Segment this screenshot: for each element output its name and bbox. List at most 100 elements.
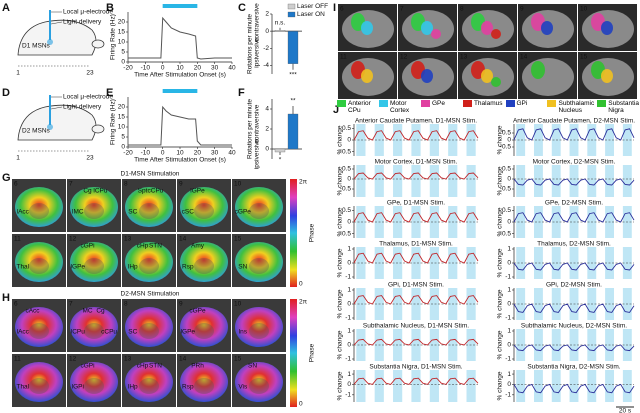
panel-label: H [2,292,10,304]
stim-band [534,329,543,361]
label: D1 MSNs [22,43,51,50]
y-label: % change [497,289,504,318]
y-tick-label: 0.5 [342,125,351,132]
region-label: SC [128,329,137,336]
region-label: cGPe [189,307,206,314]
panel-title: GPe, D2-MSN Stim. [545,200,603,207]
y-tick-label: 0 [507,381,511,388]
wire [50,21,63,25]
slice-number: 13 [124,356,132,363]
y-label: % change [337,289,344,318]
slice-core [194,323,214,339]
region-label: lGPe [181,329,196,336]
slice-number: 12 [69,356,77,363]
bar [287,30,299,64]
slice-number: 9 [179,181,183,188]
stim-band [429,288,439,320]
y-tick-label: -0.5 [340,230,352,237]
panel-label: G [2,172,11,184]
slice-core [29,258,49,274]
stim-band [534,165,543,197]
panel-title: Motor Cortex, D1-MSN Stim. [375,159,458,166]
region-blob [491,29,501,39]
legend-swatch [287,11,296,18]
y-tick-label: 15 [118,114,126,121]
legend-swatch [420,100,430,107]
panel-title: GPi, D1-MSN Stim. [388,282,444,289]
colorbar-label: Phase [309,223,316,242]
stim-band [534,247,543,279]
stim-band [605,165,614,197]
stim-band [429,247,439,279]
trace [513,344,635,352]
trace [128,16,232,60]
region-label: cGPi [80,362,94,369]
legend-swatch [378,100,388,107]
y-label: Firing Rate (Hz) [110,99,117,145]
slice-number: 14 [520,54,528,61]
stim-band [516,329,526,361]
region-blob [481,21,493,35]
y-label-pos: contraversive [254,104,261,143]
legend-item: Substantia Nigra [597,100,639,114]
stim-band [393,370,403,402]
stim-band [534,288,543,320]
legend-item: Subthalamic Nucleus [547,100,594,114]
slice-number: 14 [179,356,187,363]
stim-band [356,329,366,361]
trace [353,130,479,141]
y-tick-label: 20 [118,19,126,26]
region-blob [421,69,433,83]
region-label: SN [238,264,247,271]
y-label: % change [497,248,504,277]
y-tick-label: -2 [263,45,269,52]
colorbar [290,179,297,287]
y-label: % change [497,166,504,195]
x-tick-label: 30 [211,65,219,72]
region-blob [421,21,433,35]
y-tick-label: 0 [507,260,511,267]
trace [513,303,635,313]
y-tick-label: 4 [265,106,269,113]
slice-core [249,378,269,394]
y-label: % change [497,207,504,236]
region-label: lHp [128,264,138,271]
y-tick-label: -1 [345,274,351,281]
x-tick-label: 30 [211,150,219,157]
bar [274,30,286,32]
y-tick-label: -0.5 [340,148,352,155]
stim-band [429,124,439,156]
x-tick-label: -20 [123,65,133,72]
y-tick-label: 0 [507,219,511,226]
stim-band [356,165,366,197]
y-tick-label: 1 [507,328,511,335]
region-label: Cg [96,307,105,314]
y-tick-label: -1 [345,315,351,322]
region-label: Spt [138,187,148,194]
y-tick-label: 1 [507,371,511,378]
panel-title: Subthalamic Nucleus, D2-MSN Stim. [521,323,627,330]
y-tick-label: 10 [118,39,126,46]
stim-band [411,247,421,279]
y-tick-label: -0.5 [500,144,512,151]
region-legend: Anterior CPu Motor Cortex GPe Thalamus GPi Su… [337,100,639,114]
colorbar-label: Phase [309,343,316,362]
legend-item: GPe [420,100,460,114]
panel-title: Anterior Caudate Putamen, D2-MSN Stim. [513,118,635,125]
trace [353,295,479,305]
slice-number: 11 [14,356,21,363]
region-label: Vis [238,384,248,391]
y-tick-label: 0 [121,59,125,66]
slice [70,362,118,402]
y-tick-label: 1 [347,328,351,335]
annotation: n.s. [275,19,286,26]
stim-band [587,370,597,402]
stim-band [605,370,614,402]
legend-label: Laser ON [297,11,325,18]
slice-number: 6 [14,181,18,188]
region-blob [361,69,373,83]
legend-swatch [462,100,472,107]
legend-item: GPi [505,100,545,114]
slice [15,242,63,282]
region-blob [531,61,545,79]
